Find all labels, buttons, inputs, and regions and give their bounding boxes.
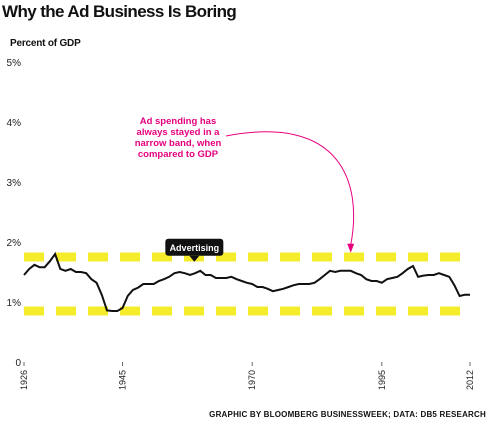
callout-box: [165, 238, 224, 256]
y-tick-label: 3%: [7, 178, 22, 189]
x-tick-label: 1926: [19, 370, 29, 390]
x-tick-label: 1995: [377, 370, 387, 390]
y-tick-label: 2%: [7, 238, 22, 249]
y-tick-label: 0: [15, 358, 21, 369]
x-axis-ticks: 1926 1945 1970 1995 2012: [19, 362, 475, 390]
x-tick-label: 1945: [118, 370, 128, 390]
advertising-callout: Advertising: [165, 238, 224, 262]
series-line-advertising: [23, 251, 470, 312]
y-axis-label: Percent of GDP: [10, 38, 81, 49]
y-tick-label: 1%: [7, 298, 22, 309]
annotation-arrowhead: [347, 243, 355, 253]
annotation-line: Ad spending has: [140, 116, 217, 127]
y-tick-label: 4%: [7, 118, 22, 129]
callout-label: Advertising: [170, 243, 220, 253]
annotation-line: compared to GDP: [138, 149, 219, 160]
annotation-line: narrow band, when: [135, 138, 222, 149]
annotation-arrow: [225, 131, 355, 245]
x-tick-label: 1970: [247, 370, 257, 390]
x-tick-label: 2012: [465, 370, 475, 390]
y-tick-label: 5%: [7, 58, 22, 69]
y-axis-ticks: 0 1% 2% 3% 4% 5%: [7, 58, 22, 369]
callout-pointer: [189, 255, 200, 262]
chart-title: Why the Ad Business Is Boring: [2, 2, 237, 21]
annotation-line: always stayed in a: [137, 127, 221, 138]
source-credit: GRAPHIC BY BLOOMBERG BUSINESSWEEK; DATA:…: [209, 410, 486, 419]
